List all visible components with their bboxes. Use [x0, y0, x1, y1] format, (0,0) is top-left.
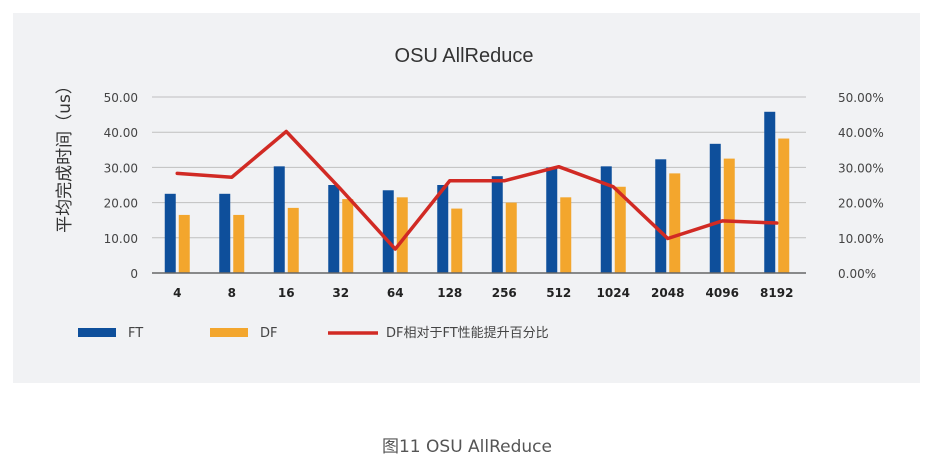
legend-label: DF相对于FT性能提升百分比: [386, 325, 549, 341]
x-tick-label: 4: [173, 286, 181, 300]
legend-swatch: [78, 328, 116, 337]
y-tick-label: 30.00: [104, 161, 138, 175]
y2-tick-label: 30.00%: [838, 161, 884, 175]
bar-ft: [328, 185, 340, 273]
y2-tick-label: 50.00%: [838, 91, 884, 105]
y-tick-label: 40.00: [104, 126, 138, 140]
axes: 0 10.00 20.00 30.00 40.00 50.00 0.00% 10.00% 20.…: [104, 91, 884, 300]
bar-ft: [437, 185, 449, 273]
y-tick-label: 10.00: [104, 232, 138, 246]
bar-df: [396, 197, 408, 273]
bar-ft: [655, 159, 667, 273]
bar-df: [451, 208, 463, 273]
bar-ft: [219, 193, 231, 273]
bar-df: [233, 214, 245, 273]
figure-caption: 图11 OSU AllReduce: [381, 437, 552, 457]
bar-df: [287, 207, 299, 273]
x-tick-label: 256: [492, 286, 517, 300]
line-series: [175, 129, 779, 251]
bar-ft: [546, 167, 558, 273]
x-tick-label: 8192: [760, 286, 793, 300]
bar-ft: [709, 143, 721, 273]
bar-df: [505, 202, 517, 273]
y2-tick-label: 0.00%: [838, 267, 876, 281]
bar-ft: [600, 166, 612, 273]
bar-df: [614, 186, 626, 273]
x-tick-label: 128: [437, 286, 462, 300]
legend-label: FT: [128, 326, 143, 341]
y2-tick-label: 10.00%: [838, 232, 884, 246]
legend: FT DF DF相对于FT性能提升百分比: [78, 325, 549, 341]
bar-df: [778, 138, 790, 273]
y-tick-label: 20.00: [104, 197, 138, 211]
line-improvement: [175, 129, 779, 251]
bar-df: [342, 199, 354, 273]
x-tick-label: 16: [278, 286, 295, 300]
bar-ft: [164, 193, 176, 273]
x-tick-label: 8: [228, 286, 236, 300]
grid-lines: [152, 96, 806, 239]
x-tick-label: 1024: [597, 286, 630, 300]
bar-ft: [273, 166, 285, 273]
bar-df: [560, 197, 572, 273]
y2-tick-label: 40.00%: [838, 126, 884, 140]
x-tick-label: 32: [332, 286, 349, 300]
x-tick-label: 4096: [706, 286, 739, 300]
bar-ft: [764, 111, 776, 273]
legend-swatch: [210, 328, 248, 337]
legend-label: DF: [260, 326, 278, 341]
bar-ft: [491, 176, 503, 273]
bar-df: [178, 214, 190, 273]
x-tick-label: 2048: [651, 286, 684, 300]
y-axis-label: 平均完成时间（us）: [55, 77, 75, 233]
bar-df: [723, 158, 735, 273]
chart-title: OSU AllReduce: [395, 45, 534, 67]
bar-df: [669, 173, 681, 273]
bars: [164, 111, 790, 273]
y2-tick-label: 20.00%: [838, 197, 884, 211]
x-tick-label: 64: [387, 286, 404, 300]
y-tick-label: 50.00: [104, 91, 138, 105]
x-tick-label: 512: [546, 286, 571, 300]
y-tick-label: 0: [130, 267, 138, 281]
bar-ft: [382, 190, 394, 273]
